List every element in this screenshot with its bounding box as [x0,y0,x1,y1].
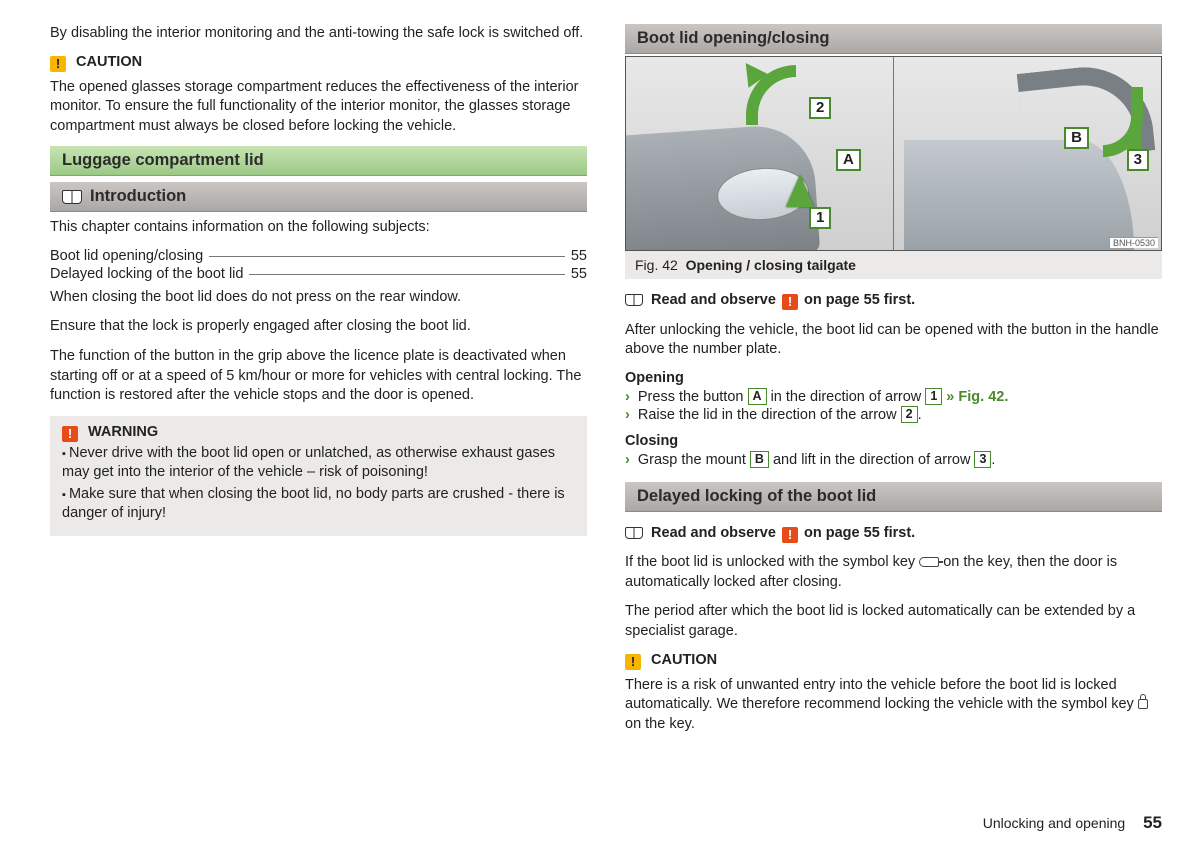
caution-icon: ! [50,56,66,72]
figure-left-panel: 2 A 1 [626,57,894,250]
badge-n3: 3 [974,451,991,468]
warning-icon: ! [62,426,78,442]
callout-n3: 3 [1127,149,1149,171]
read-observe-pre: Read and observe [651,292,776,308]
section-boot-lid: Boot lid opening/closing [625,24,1162,54]
closing-heading: Closing [625,433,1162,449]
right-column: Boot lid opening/closing 2 A 1 B 3 BNH-0… [625,18,1162,744]
paragraph: After unlocking the vehicle, the boot li… [625,321,1162,360]
figure-right-panel: B 3 BNH-0530 [894,57,1161,250]
chapter-intro: This chapter contains information on the… [50,218,587,238]
warning-label: WARNING [88,424,158,440]
callout-n2: 2 [809,97,831,119]
step-text: and lift in the direction of arrow [773,452,970,468]
chevron-icon: › [625,407,630,423]
caution-icon: ! [625,654,641,670]
arrow-1-graphic [786,175,814,207]
step: › Grasp the mount B and lift in the dire… [625,451,1162,468]
figure-42: 2 A 1 B 3 BNH-0530 [625,56,1162,251]
caution-text: The opened glasses storage compartment r… [50,78,587,137]
arrow-2-graphic [746,65,796,125]
read-observe-pre: Read and observe [651,525,776,541]
text: If the boot lid is unlocked with the sym… [625,554,915,570]
chevron-icon: › [625,389,630,405]
warning-icon: ! [782,294,798,310]
toc-page: 55 [571,266,587,282]
warning-icon: ! [782,527,798,543]
step-text: Press the button [638,389,744,405]
page-footer: Unlocking and opening 55 [983,813,1162,833]
figure-title: Opening / closing tailgate [686,257,856,273]
warning-heading: ! WARNING [62,424,575,442]
paragraph: The function of the button in the grip a… [50,347,587,406]
step: › Raise the lid in the direction of the … [625,406,1162,423]
step-text: Raise the lid in the direction of the ar… [638,407,897,423]
callout-A: A [836,149,861,171]
read-observe-note: Read and observe ! on page 55 first. [625,524,1162,544]
text: on the key. [625,716,695,732]
footer-section: Unlocking and opening [983,815,1125,831]
read-observe-post: on page 55 first. [804,525,915,541]
callout-B: B [1064,127,1089,149]
step-text: in the direction of arrow [771,389,922,405]
badge-n1: 1 [925,388,942,405]
warning-box: ! WARNING Never drive with the boot lid … [50,416,587,536]
arrow-3-graphic [1103,87,1143,157]
paragraph: If the boot lid is unlocked with the sym… [625,553,1162,592]
lock-icon [1138,699,1148,709]
section-delayed-locking: Delayed locking of the boot lid [625,482,1162,512]
callout-n1: 1 [809,207,831,229]
toc-leader [209,256,565,257]
read-observe-post: on page 55 first. [804,292,915,308]
book-icon [62,190,82,204]
intro-paragraph: By disabling the interior monitoring and… [50,24,587,44]
badge-B: B [750,451,769,468]
paragraph: When closing the boot lid does do not pr… [50,288,587,308]
badge-A: A [748,388,767,405]
figure-number: Fig. 42 [635,257,678,273]
car-key-icon [919,557,939,567]
left-column: By disabling the interior monitoring and… [50,18,587,744]
paragraph: Ensure that the lock is properly engaged… [50,317,587,337]
caution-heading: ! CAUTION [625,652,1162,670]
subsection-introduction: Introduction [50,182,587,212]
book-icon [625,294,643,306]
toc-row: Delayed locking of the boot lid 55 [50,266,587,282]
figure-code: BNH-0530 [1109,237,1158,248]
caution-label: CAUTION [651,652,717,668]
badge-n2: 2 [901,406,918,423]
figure-caption: Fig. 42 Opening / closing tailgate [625,251,1162,279]
caution-text: There is a risk of unwanted entry into t… [625,676,1162,735]
toc-label: Delayed locking of the boot lid [50,266,243,282]
toc-row: Boot lid opening/closing 55 [50,248,587,264]
warning-item: Never drive with the boot lid open or un… [62,444,575,483]
toc-page: 55 [571,248,587,264]
toc-leader [249,274,564,275]
footer-page-number: 55 [1143,813,1162,832]
figure-ref: » Fig. 42. [946,389,1008,405]
subsection-label: Introduction [90,187,186,206]
page-spread: By disabling the interior monitoring and… [0,0,1200,754]
section-luggage-lid: Luggage compartment lid [50,146,587,176]
toc-label: Boot lid opening/closing [50,248,203,264]
paragraph: The period after which the boot lid is l… [625,602,1162,641]
chevron-icon: › [625,452,630,468]
caution-heading: ! CAUTION [50,54,587,72]
opening-heading: Opening [625,370,1162,386]
warning-item: Make sure that when closing the boot lid… [62,485,575,524]
text: There is a risk of unwanted entry into t… [625,677,1134,713]
read-observe-note: Read and observe ! on page 55 first. [625,291,1162,311]
step-text: Grasp the mount [638,452,746,468]
step: › Press the button A in the direction of… [625,388,1162,405]
book-icon [625,527,643,539]
caution-label: CAUTION [76,54,142,70]
toc: Boot lid opening/closing 55 Delayed lock… [50,248,587,282]
car-boot-graphic [904,140,1134,250]
